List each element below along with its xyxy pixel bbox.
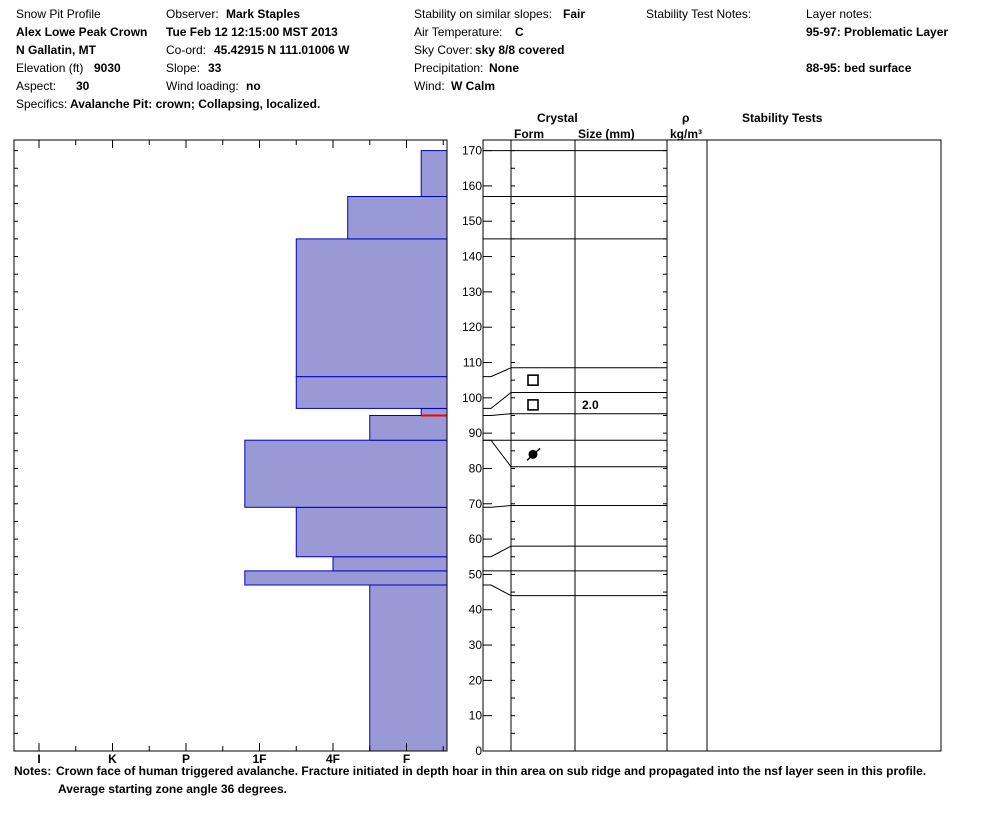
notes-line-1: Crown face of human triggered avalanche.… (56, 764, 927, 778)
size-header: Size (mm) (578, 127, 635, 141)
height-tick-label-100: 100 (462, 391, 482, 405)
hardness-bar-5 (369, 414, 448, 441)
stability-value: Fair (563, 7, 586, 21)
wind-loading-label: Wind loading: (166, 79, 239, 93)
crystal-surface-hoar-stroke-2 (526, 447, 541, 461)
height-tick-label-160: 160 (462, 179, 482, 193)
height-tick-label-140: 140 (462, 250, 482, 264)
slope-value: 33 (208, 61, 222, 75)
elevation-label: Elevation (ft) (16, 61, 84, 75)
layer-note-2: 88-95: bed surface (806, 61, 912, 75)
crystal-size-label-1: 2.0 (582, 398, 599, 412)
height-tick-label-60: 60 (469, 532, 483, 546)
hardness-bar-4 (244, 439, 448, 508)
height-tick-label-10: 10 (469, 709, 483, 723)
precip-value: None (489, 61, 519, 75)
air-temp-label: Air Temperature: (414, 25, 503, 39)
hardness-tick-label-5: F (403, 752, 410, 766)
notes-line-2: Average starting zone angle 36 degrees. (58, 782, 287, 796)
form-header: Form (514, 127, 544, 141)
location-name: Alex Lowe Peak Crown (16, 25, 148, 39)
notes-label: Notes: (14, 764, 52, 778)
region: N Gallatin, MT (16, 43, 97, 57)
stability-test-notes-label: Stability Test Notes: (646, 7, 752, 21)
layer-connector-4 (483, 392, 512, 409)
hardness-tick-label-2: P (182, 752, 190, 766)
slope-label: Slope: (166, 61, 201, 75)
aspect-value: 30 (76, 79, 90, 93)
height-tick-label-40: 40 (469, 603, 483, 617)
hardness-tick-label-4: 4F (326, 752, 340, 766)
density-unit-header: kg/m³ (670, 127, 703, 141)
date: Tue Feb 12 12:15:00 MST 2013 (166, 25, 338, 39)
hardness-tick-label-1: K (108, 752, 117, 766)
hardness-bar-9 (347, 196, 448, 240)
hardness-bar-8 (295, 238, 448, 378)
layer-connector-5 (483, 413, 512, 416)
stability-label: Stability on similar slopes: (414, 7, 553, 21)
coord-label: Co-ord: (166, 43, 207, 57)
layer-connector-11 (483, 584, 512, 597)
hardness-plot-frame (13, 139, 448, 752)
height-tick-label-70: 70 (469, 497, 483, 511)
layer-notes-label: Layer notes: (806, 7, 873, 21)
crystal-table-frame (482, 139, 942, 752)
hardness-tick-label-3: 1F (252, 752, 266, 766)
layer-connector-9 (483, 545, 512, 558)
layer-connector-8 (483, 505, 512, 508)
height-tick-label-130: 130 (462, 285, 482, 299)
sky-value: sky 8/8 covered (475, 43, 565, 57)
height-tick-label-80: 80 (469, 461, 483, 475)
height-tick-label-20: 20 (469, 673, 483, 687)
hardness-tick-label-0: I (37, 752, 40, 766)
observer-label: Observer: (166, 7, 219, 21)
specifics-label: Specifics: (16, 97, 68, 111)
height-tick-label-110: 110 (463, 356, 482, 370)
stability-tests-header: Stability Tests (742, 111, 823, 125)
elevation-value: 9030 (94, 61, 121, 75)
precip-label: Precipitation: (414, 61, 484, 75)
wind-loading-value: no (246, 79, 261, 93)
aspect-label: Aspect: (16, 79, 57, 93)
observer-value: Mark Staples (226, 7, 301, 21)
report-title: Snow Pit Profile (16, 7, 101, 21)
hardness-bar-1 (244, 570, 448, 586)
height-tick-label-120: 120 (462, 320, 482, 334)
wind-value: W Calm (451, 79, 496, 93)
layer-note-1: 95-97: Problematic Layer (806, 25, 949, 39)
crystal-header: Crystal (537, 111, 578, 125)
hardness-bar-3 (295, 506, 448, 558)
height-tick-label-30: 30 (469, 638, 483, 652)
crystal-square-icon-1 (527, 399, 539, 411)
height-tick-label-170: 170 (462, 144, 482, 158)
layer-connector-7 (483, 439, 512, 467)
height-tick-label-150: 150 (462, 214, 482, 228)
hardness-bar-0 (369, 584, 448, 752)
crystal-square-icon-0 (527, 374, 539, 386)
sky-label: Sky Cover: (414, 43, 473, 57)
height-tick-label-50: 50 (469, 567, 483, 581)
layer-connector-3 (483, 367, 512, 378)
air-temp-value: C (515, 25, 524, 39)
height-tick-label-90: 90 (469, 426, 483, 440)
specifics-value: Avalanche Pit: crown; Collapsing, locali… (70, 97, 321, 111)
coord-value: 45.42915 N 111.01006 W (214, 43, 350, 57)
hardness-bar-6 (420, 407, 448, 416)
hardness-bar-2 (332, 556, 448, 572)
hardness-bar-10 (420, 150, 448, 198)
hardness-bar-7 (295, 376, 448, 409)
height-tick-label-0: 0 (475, 744, 482, 758)
rho-header: ρ (682, 111, 690, 125)
wind-label: Wind: (414, 79, 445, 93)
